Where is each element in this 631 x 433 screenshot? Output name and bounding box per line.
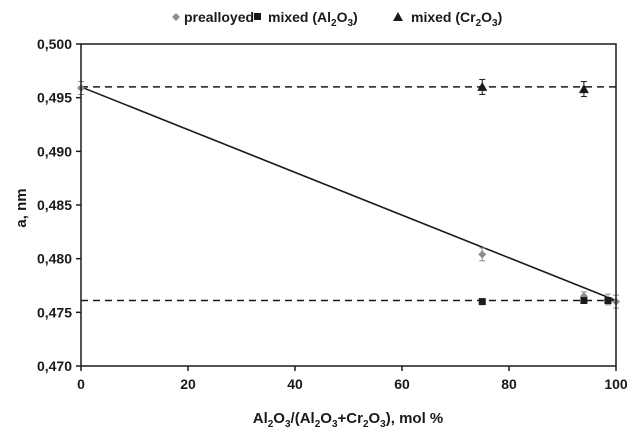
x-tick-label: 20	[180, 376, 196, 392]
y-tick-label: 0,495	[37, 90, 72, 106]
point-mixed-al2o3	[478, 298, 486, 306]
legend-label-mixed-cr2o3: mixed (Cr2O3)	[411, 9, 502, 29]
x-tick-label: 80	[501, 376, 517, 392]
x-tick-label: 0	[77, 376, 85, 392]
legend-label-prealloyed: prealloyed	[184, 9, 254, 25]
x-tick-labels: 0 20 40 60 80 100	[77, 376, 628, 392]
point-mixed-cr2o3	[477, 81, 488, 91]
legend-label-mixed-al2o3: mixed (Al2O3)	[268, 9, 358, 29]
legend-marker-square	[254, 13, 261, 20]
x-tick-label: 60	[394, 376, 410, 392]
x-tick-label: 40	[287, 376, 303, 392]
legend-marker-diamond	[172, 13, 180, 21]
legend-item-mixed-cr2o3: mixed (Cr2O3)	[393, 9, 502, 29]
axis-ticks	[76, 43, 617, 371]
y-tick-label: 0,500	[37, 36, 72, 52]
point-mixed-al2o3	[580, 297, 588, 305]
trend-line	[80, 86, 617, 302]
y-tick-label: 0,480	[37, 251, 72, 267]
y-tick-label: 0,485	[37, 197, 72, 213]
y-tick-label: 0,470	[37, 358, 72, 374]
x-tick-label: 100	[604, 376, 628, 392]
y-tick-label: 0,475	[37, 304, 72, 320]
legend: prealloyed mixed (Al2O3) mixed (Cr2O3)	[172, 9, 502, 29]
y-tick-label: 0,490	[37, 143, 72, 159]
point-mixed-cr2o3	[578, 84, 589, 94]
legend-item-mixed-al2o3: mixed (Al2O3)	[254, 9, 358, 29]
x-axis-title: Al2O3/(Al2O3+Cr2O3), mol %	[253, 410, 444, 430]
legend-marker-triangle	[393, 12, 403, 21]
plot-frame	[80, 43, 617, 367]
y-tick-labels: 0,470 0,475 0,480 0,485 0,490 0,495 0,500	[37, 36, 72, 374]
reference-lines	[80, 86, 617, 302]
legend-item-prealloyed: prealloyed	[172, 9, 254, 25]
point-mixed-al2o3	[604, 297, 612, 305]
point-prealloyed	[478, 250, 487, 259]
y-axis-title: a, nm	[13, 188, 30, 227]
